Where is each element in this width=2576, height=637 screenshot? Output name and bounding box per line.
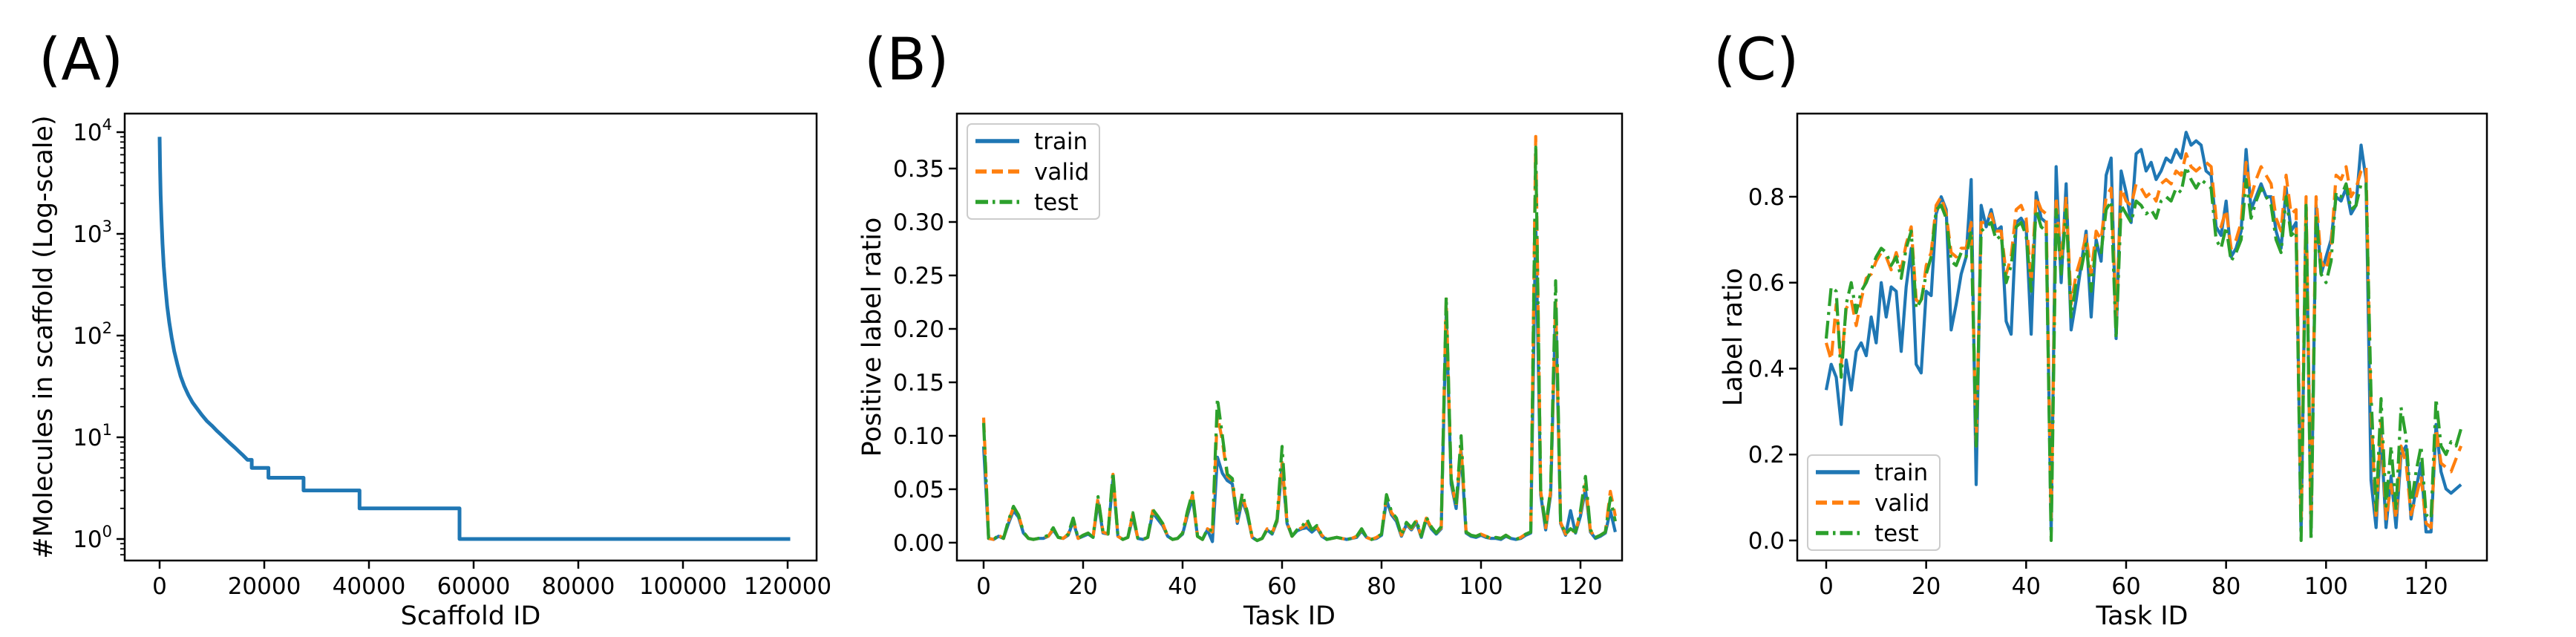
series-line-test xyxy=(1824,165,2463,543)
axes-frame xyxy=(1796,112,2488,562)
x-tick-label: 120 xyxy=(2404,573,2448,600)
series-line-scaffold-size xyxy=(157,137,791,541)
x-axis-label: Task ID xyxy=(2096,601,2188,631)
panel-a-label: (A) xyxy=(39,27,124,94)
x-tick-label: 60 xyxy=(1267,573,1296,600)
legend-label-test: test xyxy=(1034,189,1079,216)
x-tick-label: 60000 xyxy=(437,573,511,600)
y-axis: 100 101 102 103 104 xyxy=(73,116,125,553)
x-axis-label: Task ID xyxy=(1243,601,1336,631)
x-axis: 0 20 40 60 80 100 120 xyxy=(976,561,1603,600)
x-tick-label: 20000 xyxy=(228,573,301,600)
scaffold-distribution-chart: 0 20000 40000 60000 80000 100000 1200001001011… xyxy=(29,112,831,631)
y-tick-label: 101 xyxy=(73,421,112,451)
y-tick-label: 0.15 xyxy=(893,370,944,396)
x-tick-label: 20 xyxy=(1912,573,1941,600)
x-tick-label: 40 xyxy=(2012,573,2041,600)
x-tick-label: 120000 xyxy=(744,573,831,600)
series-line-test xyxy=(981,146,1617,543)
y-minor-ticks xyxy=(120,136,125,556)
y-axis-label: #Molecules in scaffold (Log-scale) xyxy=(29,115,59,558)
x-tick-label: 100 xyxy=(2304,573,2348,600)
y-tick-label: 0.30 xyxy=(893,209,944,236)
panel-c-label: (C) xyxy=(1713,27,1799,94)
y-axis: 0.00 0.05 0.10 0.15 0.20 0.25 0.30 0.35 xyxy=(893,156,957,557)
y-tick-label: 0.05 xyxy=(893,477,944,503)
y-tick-label: 0.0 xyxy=(1748,528,1785,555)
x-axis: 0 20000 40000 60000 80000 100000 120000 xyxy=(152,561,831,600)
legend-label-valid: valid xyxy=(1874,490,1929,517)
y-axis: 0.0 0.2 0.4 0.6 0.8 xyxy=(1748,184,1797,555)
y-tick-label: 0.00 xyxy=(893,530,944,557)
x-tick-label: 0 xyxy=(152,573,167,600)
y-tick-label: 0.20 xyxy=(893,316,944,343)
plot-series xyxy=(981,134,1617,543)
y-tick-label: 0.10 xyxy=(893,423,944,450)
y-tick-label: 102 xyxy=(73,319,112,350)
label-ratio-chart: 0 20 40 60 80 100 120 0.0 0.2 0.4 0.6 0.8 Task ID Lab… xyxy=(1719,112,2488,631)
x-tick-label: 60 xyxy=(2111,573,2140,600)
x-tick-label: 0 xyxy=(976,573,991,600)
y-tick-label: 0.2 xyxy=(1748,442,1785,468)
axes-frame xyxy=(123,112,818,562)
x-tick-label: 40 xyxy=(1168,573,1197,600)
y-tick-label: 0.8 xyxy=(1748,184,1785,211)
plot-series xyxy=(157,137,791,541)
x-tick-label: 120 xyxy=(1558,573,1602,600)
x-axis: 0 20 40 60 80 100 120 xyxy=(1819,561,2448,600)
y-tick-label: 100 xyxy=(73,523,112,553)
y-tick-label: 0.25 xyxy=(893,263,944,290)
series-line-train xyxy=(981,220,1617,543)
x-tick-label: 40000 xyxy=(333,573,406,600)
legend-label-valid: valid xyxy=(1034,159,1089,186)
y-axis-label: Positive label ratio xyxy=(857,218,887,457)
legend-box xyxy=(1807,454,1941,551)
y-tick-label: 0.6 xyxy=(1748,270,1785,297)
x-tick-label: 80000 xyxy=(542,573,615,600)
y-axis-label: Label ratio xyxy=(1719,268,1748,406)
legend-label-test: test xyxy=(1874,520,1919,547)
legend: train valid test xyxy=(967,123,1100,220)
x-tick-label: 100000 xyxy=(639,573,727,600)
plot-series xyxy=(1824,131,2463,543)
y-tick-label: 0.35 xyxy=(893,156,944,183)
legend-label-train: train xyxy=(1034,128,1088,155)
x-tick-label: 20 xyxy=(1068,573,1097,600)
y-tick-label: 103 xyxy=(73,218,112,248)
series-line-valid xyxy=(1824,152,2463,529)
y-tick-label: 104 xyxy=(73,116,112,146)
x-tick-label: 0 xyxy=(1819,573,1834,600)
x-axis-label: Scaffold ID xyxy=(401,601,541,631)
y-tick-label: 0.4 xyxy=(1748,356,1785,382)
axes-frame xyxy=(955,112,1624,562)
legend-label-train: train xyxy=(1874,460,1928,486)
positive-label-ratio-chart: 0 20 40 60 80 100 1200.000.050.100.150.200.250… xyxy=(857,112,1624,631)
legend-box xyxy=(967,123,1100,220)
panel-b-label: (B) xyxy=(864,27,949,94)
x-tick-label: 100 xyxy=(1459,573,1503,600)
legend: train valid test xyxy=(1807,454,1941,551)
x-tick-label: 80 xyxy=(1367,573,1396,600)
x-tick-label: 80 xyxy=(2211,573,2240,600)
